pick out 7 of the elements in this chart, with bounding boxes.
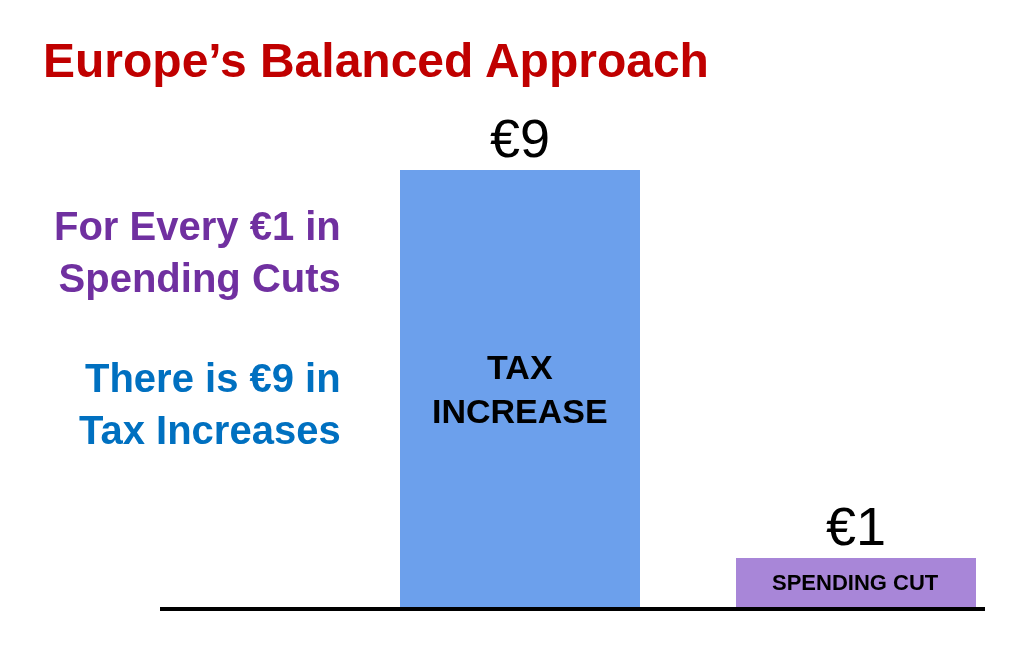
annotation: There is €9 in Tax Increases [79,356,341,452]
annotation: For Every €1 in Spending Cuts [54,204,341,300]
chart-title: Europe’s Balanced Approach [43,33,709,87]
x-tick-label: SPENDING CUT [772,570,939,595]
x-tick-label: TAX INCREASE [432,348,608,431]
data-label: €9 [490,108,551,168]
data-label: €1 [826,496,887,556]
